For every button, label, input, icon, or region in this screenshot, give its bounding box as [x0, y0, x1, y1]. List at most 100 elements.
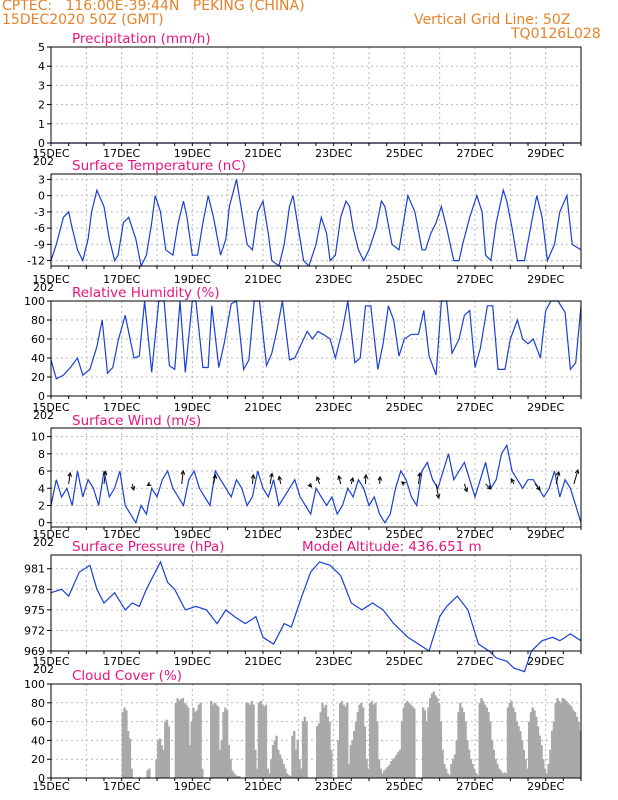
wind-arrow — [213, 474, 217, 485]
cloud-bar — [411, 706, 414, 778]
y-tick-label: -12 — [27, 255, 45, 268]
cloud-bar — [400, 721, 404, 778]
cloud-bar — [183, 702, 186, 778]
cloud-bar — [361, 707, 365, 778]
cloud-bar — [190, 721, 193, 778]
cloud-bar — [490, 740, 494, 778]
wind-arrowhead — [130, 485, 136, 491]
cloud-bar — [497, 768, 501, 778]
header-line2-right: TQ0126L028 — [511, 26, 601, 42]
x-tick-label: 21DEC — [244, 273, 281, 286]
x-tick-label: 23DEC — [315, 780, 352, 793]
cloud-bar — [519, 731, 522, 778]
cloud-bar — [174, 702, 178, 778]
y-tick-label: 10 — [31, 431, 45, 444]
x-tick-label: 23DEC — [315, 273, 352, 286]
x-tick-label: 15DEC — [32, 528, 69, 541]
cloud-bar — [476, 775, 480, 778]
x-tick-label: 19DEC — [174, 780, 211, 793]
cloud-bar — [194, 712, 197, 778]
cloud-bar — [577, 721, 580, 778]
cloud-bar — [513, 712, 517, 778]
cloud-bar — [245, 702, 248, 778]
cloud-bar — [264, 704, 268, 778]
x-tick-label: 17DEC — [103, 401, 140, 414]
cloud-bar — [462, 712, 465, 778]
cloud-bar — [554, 702, 557, 778]
cloud-bar — [217, 706, 220, 778]
cloud-bar — [227, 745, 231, 778]
cloud-bar — [301, 721, 305, 778]
x-tick-label: 21DEC — [244, 528, 281, 541]
x-tick-label: 23DEC — [315, 528, 352, 541]
cloud-bar — [344, 706, 347, 778]
cloud-bar — [250, 700, 253, 778]
y-tick-label: 20 — [31, 371, 45, 384]
cloud-bar — [280, 759, 284, 778]
cloud-bar — [157, 740, 160, 778]
cloud-bar — [296, 740, 299, 778]
y-tick-label: 8 — [38, 448, 45, 461]
cloud-bar — [201, 768, 204, 778]
y-tick-label: 3 — [38, 79, 45, 92]
cloud-bar — [291, 735, 294, 778]
cloud-bar — [236, 776, 239, 778]
wind-arrowhead — [555, 470, 561, 476]
cloud-bar — [358, 704, 361, 778]
cloud-bar — [485, 707, 488, 778]
cloud-bar — [376, 721, 379, 778]
cloud-bar — [282, 763, 285, 778]
wind-arrow — [338, 475, 342, 485]
y-tick-label: 100 — [24, 678, 45, 691]
cloud-bar — [321, 702, 324, 778]
cloud-bar — [441, 749, 444, 778]
cloud-bar — [195, 710, 199, 778]
cloud-bar — [326, 716, 329, 778]
cloud-bar — [158, 738, 162, 778]
cloud-bar — [178, 700, 181, 778]
cloud-bar — [270, 759, 273, 778]
cloud-bar — [317, 723, 321, 778]
cloud-bar — [540, 745, 543, 778]
x-tick-label: 25DEC — [386, 655, 423, 668]
cloud-bar — [268, 773, 271, 778]
x-tick-label: 17DEC — [103, 273, 140, 286]
y-tick-label: 2 — [38, 499, 45, 512]
series-line-temp — [50, 179, 582, 268]
cloud-bar — [353, 731, 356, 778]
cloud-bar — [300, 768, 303, 778]
x-tick-label: 17DEC — [103, 528, 140, 541]
header-line2-left: 15DEC2020 50Z (GMT) — [2, 12, 164, 28]
y-tick-label: 80 — [31, 697, 45, 710]
model-altitude-annotation: Model Altitude: 436.651 m — [302, 539, 482, 555]
cloud-bar — [524, 759, 527, 778]
wind-arrowhead — [363, 473, 369, 479]
cloud-bar — [165, 719, 169, 778]
panel-title: Surface Temperature (nC) — [72, 158, 246, 174]
cloud-bar — [374, 702, 377, 778]
cloud-bar — [261, 704, 264, 778]
cloud-bar — [181, 698, 185, 778]
x-tick-label: 17DEC — [103, 655, 140, 668]
wind-arrowhead — [510, 478, 515, 483]
cloud-bar — [436, 698, 439, 778]
cloud-bar — [452, 759, 455, 778]
cloud-bar — [330, 749, 333, 778]
cloud-bar — [505, 773, 508, 778]
cloud-bar — [482, 700, 485, 778]
y-tick-label: 80 — [31, 314, 45, 327]
x-year-fragment: 202 — [33, 536, 54, 549]
y-tick-label: 975 — [24, 604, 45, 617]
x-tick-label: 19DEC — [174, 401, 211, 414]
cloud-bar — [363, 726, 367, 778]
wind-arrow — [485, 483, 491, 490]
cloud-bar — [130, 768, 133, 778]
cloud-bar — [369, 702, 372, 778]
x-tick-label: 29DEC — [527, 273, 564, 286]
wind-arrowhead — [307, 482, 313, 488]
cloud-bar — [167, 726, 170, 778]
y-tick-label: -6 — [34, 222, 45, 235]
cloud-bar — [340, 700, 344, 778]
wind-arrow — [364, 474, 367, 484]
header-line1-left: CPTEC: 116:00E-39:44N PEKING (CHINA) — [2, 0, 305, 14]
